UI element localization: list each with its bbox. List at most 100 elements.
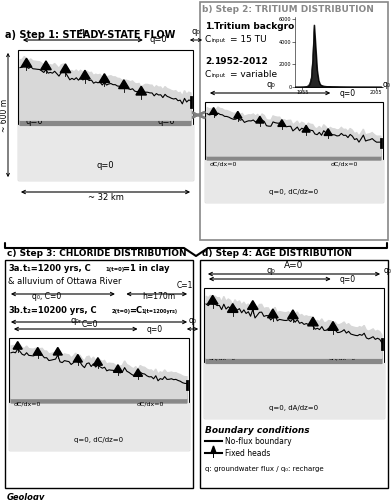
Text: 1.: 1. bbox=[205, 22, 215, 31]
Text: 3a.: 3a. bbox=[8, 264, 23, 273]
Polygon shape bbox=[207, 296, 218, 304]
Polygon shape bbox=[41, 61, 51, 70]
Polygon shape bbox=[13, 342, 22, 349]
Bar bbox=[9, 338, 189, 450]
Bar bbox=[200, 260, 388, 488]
Polygon shape bbox=[227, 304, 238, 312]
Polygon shape bbox=[288, 310, 298, 318]
Text: = variable: = variable bbox=[230, 70, 277, 79]
Text: q₀: q₀ bbox=[266, 266, 275, 275]
Polygon shape bbox=[204, 364, 384, 418]
Text: q=0: q=0 bbox=[147, 324, 163, 334]
Text: q₀, C=0: q₀, C=0 bbox=[32, 292, 61, 301]
Text: c) Step 3: CHLORIDE DISTRIBUTION: c) Step 3: CHLORIDE DISTRIBUTION bbox=[7, 249, 187, 258]
Text: dA/dx=0: dA/dx=0 bbox=[329, 356, 356, 360]
Polygon shape bbox=[18, 126, 193, 180]
Text: C=0: C=0 bbox=[82, 320, 98, 329]
Text: q₀: q₀ bbox=[384, 266, 392, 275]
Polygon shape bbox=[20, 56, 191, 120]
Text: q=0: q=0 bbox=[147, 382, 163, 390]
Text: q₀: q₀ bbox=[192, 27, 200, 36]
Text: q=0, dC/dz=0: q=0, dC/dz=0 bbox=[74, 437, 123, 443]
Text: q=0: q=0 bbox=[209, 333, 225, 342]
Text: 3b.: 3b. bbox=[8, 306, 23, 315]
Text: q=0: q=0 bbox=[26, 117, 44, 126]
Text: dC/dx=0: dC/dx=0 bbox=[137, 401, 164, 406]
Text: t₂=10200 yrs, C: t₂=10200 yrs, C bbox=[23, 306, 96, 315]
Text: Fixed heads: Fixed heads bbox=[225, 448, 270, 458]
Text: q=0: q=0 bbox=[340, 274, 356, 283]
Text: q=0: q=0 bbox=[149, 36, 167, 44]
Polygon shape bbox=[207, 107, 381, 156]
Text: C: C bbox=[205, 35, 211, 44]
Polygon shape bbox=[234, 112, 242, 118]
Polygon shape bbox=[206, 296, 382, 358]
Text: q=0: q=0 bbox=[14, 382, 30, 390]
Text: q=0: q=0 bbox=[341, 146, 357, 154]
Text: q=0: q=0 bbox=[97, 161, 114, 170]
Polygon shape bbox=[11, 342, 187, 398]
Polygon shape bbox=[205, 160, 383, 202]
Text: input: input bbox=[212, 73, 226, 78]
Text: 1(t=1200yrs): 1(t=1200yrs) bbox=[141, 309, 177, 314]
Polygon shape bbox=[328, 322, 338, 330]
Text: h=170m: h=170m bbox=[143, 292, 176, 301]
Polygon shape bbox=[53, 348, 62, 355]
Bar bbox=[200, 2, 388, 240]
Text: dC/dx=0: dC/dx=0 bbox=[14, 401, 42, 406]
Polygon shape bbox=[210, 108, 218, 114]
Bar bbox=[5, 260, 193, 488]
Text: 2.: 2. bbox=[205, 57, 215, 66]
Text: q₀: q₀ bbox=[78, 27, 87, 36]
Text: A=0: A=0 bbox=[284, 261, 304, 270]
Polygon shape bbox=[73, 354, 82, 362]
Text: a) Step 1: STEADY-STATE FLOW: a) Step 1: STEADY-STATE FLOW bbox=[5, 30, 175, 40]
Text: ~ 600 m: ~ 600 m bbox=[0, 98, 9, 132]
Bar bbox=[204, 288, 384, 418]
Bar bbox=[205, 102, 383, 202]
Text: No-flux boundary: No-flux boundary bbox=[225, 436, 292, 446]
Polygon shape bbox=[207, 113, 381, 160]
Text: Tritium background: Tritium background bbox=[214, 22, 314, 31]
Text: = 15 TU: = 15 TU bbox=[230, 35, 267, 44]
Polygon shape bbox=[93, 358, 102, 365]
Polygon shape bbox=[211, 446, 216, 453]
Text: C: C bbox=[205, 70, 211, 79]
Polygon shape bbox=[324, 128, 332, 136]
Text: dC/dx=0: dC/dx=0 bbox=[210, 162, 238, 166]
Text: =1 in clay: =1 in clay bbox=[123, 264, 169, 273]
Polygon shape bbox=[308, 317, 318, 326]
Polygon shape bbox=[133, 369, 143, 376]
Polygon shape bbox=[136, 86, 147, 95]
Text: Boundary conditions: Boundary conditions bbox=[205, 426, 310, 435]
Polygon shape bbox=[99, 74, 110, 82]
Text: q=0: q=0 bbox=[339, 88, 356, 98]
Polygon shape bbox=[268, 309, 278, 318]
Text: ~ 32 km: ~ 32 km bbox=[87, 193, 123, 202]
Text: q=0: q=0 bbox=[158, 117, 176, 126]
Text: q₀: q₀ bbox=[267, 80, 275, 89]
Text: q=0, dC/dz=0: q=0, dC/dz=0 bbox=[269, 189, 319, 195]
Polygon shape bbox=[9, 403, 189, 450]
Polygon shape bbox=[60, 64, 71, 72]
Text: input: input bbox=[212, 38, 226, 43]
Polygon shape bbox=[80, 70, 90, 79]
Polygon shape bbox=[11, 349, 187, 403]
Polygon shape bbox=[206, 304, 382, 364]
Text: dC/dx=0: dC/dx=0 bbox=[331, 162, 358, 166]
Text: q=0: q=0 bbox=[336, 333, 352, 342]
Text: Geology: Geology bbox=[7, 493, 45, 500]
Text: 1952-2012: 1952-2012 bbox=[214, 57, 268, 66]
Text: 2(t=0): 2(t=0) bbox=[112, 309, 131, 314]
Text: q₀: q₀ bbox=[383, 80, 391, 89]
Text: d) Step 4: AGE DISTRIBUTION: d) Step 4: AGE DISTRIBUTION bbox=[202, 249, 352, 258]
Text: q₀: q₀ bbox=[189, 316, 197, 325]
Polygon shape bbox=[33, 348, 42, 355]
Bar bbox=[18, 50, 193, 180]
Polygon shape bbox=[119, 80, 129, 88]
Polygon shape bbox=[278, 120, 286, 126]
Polygon shape bbox=[21, 58, 32, 67]
Text: =C: =C bbox=[129, 306, 142, 315]
Polygon shape bbox=[20, 64, 191, 126]
Text: C=1: C=1 bbox=[177, 281, 193, 290]
